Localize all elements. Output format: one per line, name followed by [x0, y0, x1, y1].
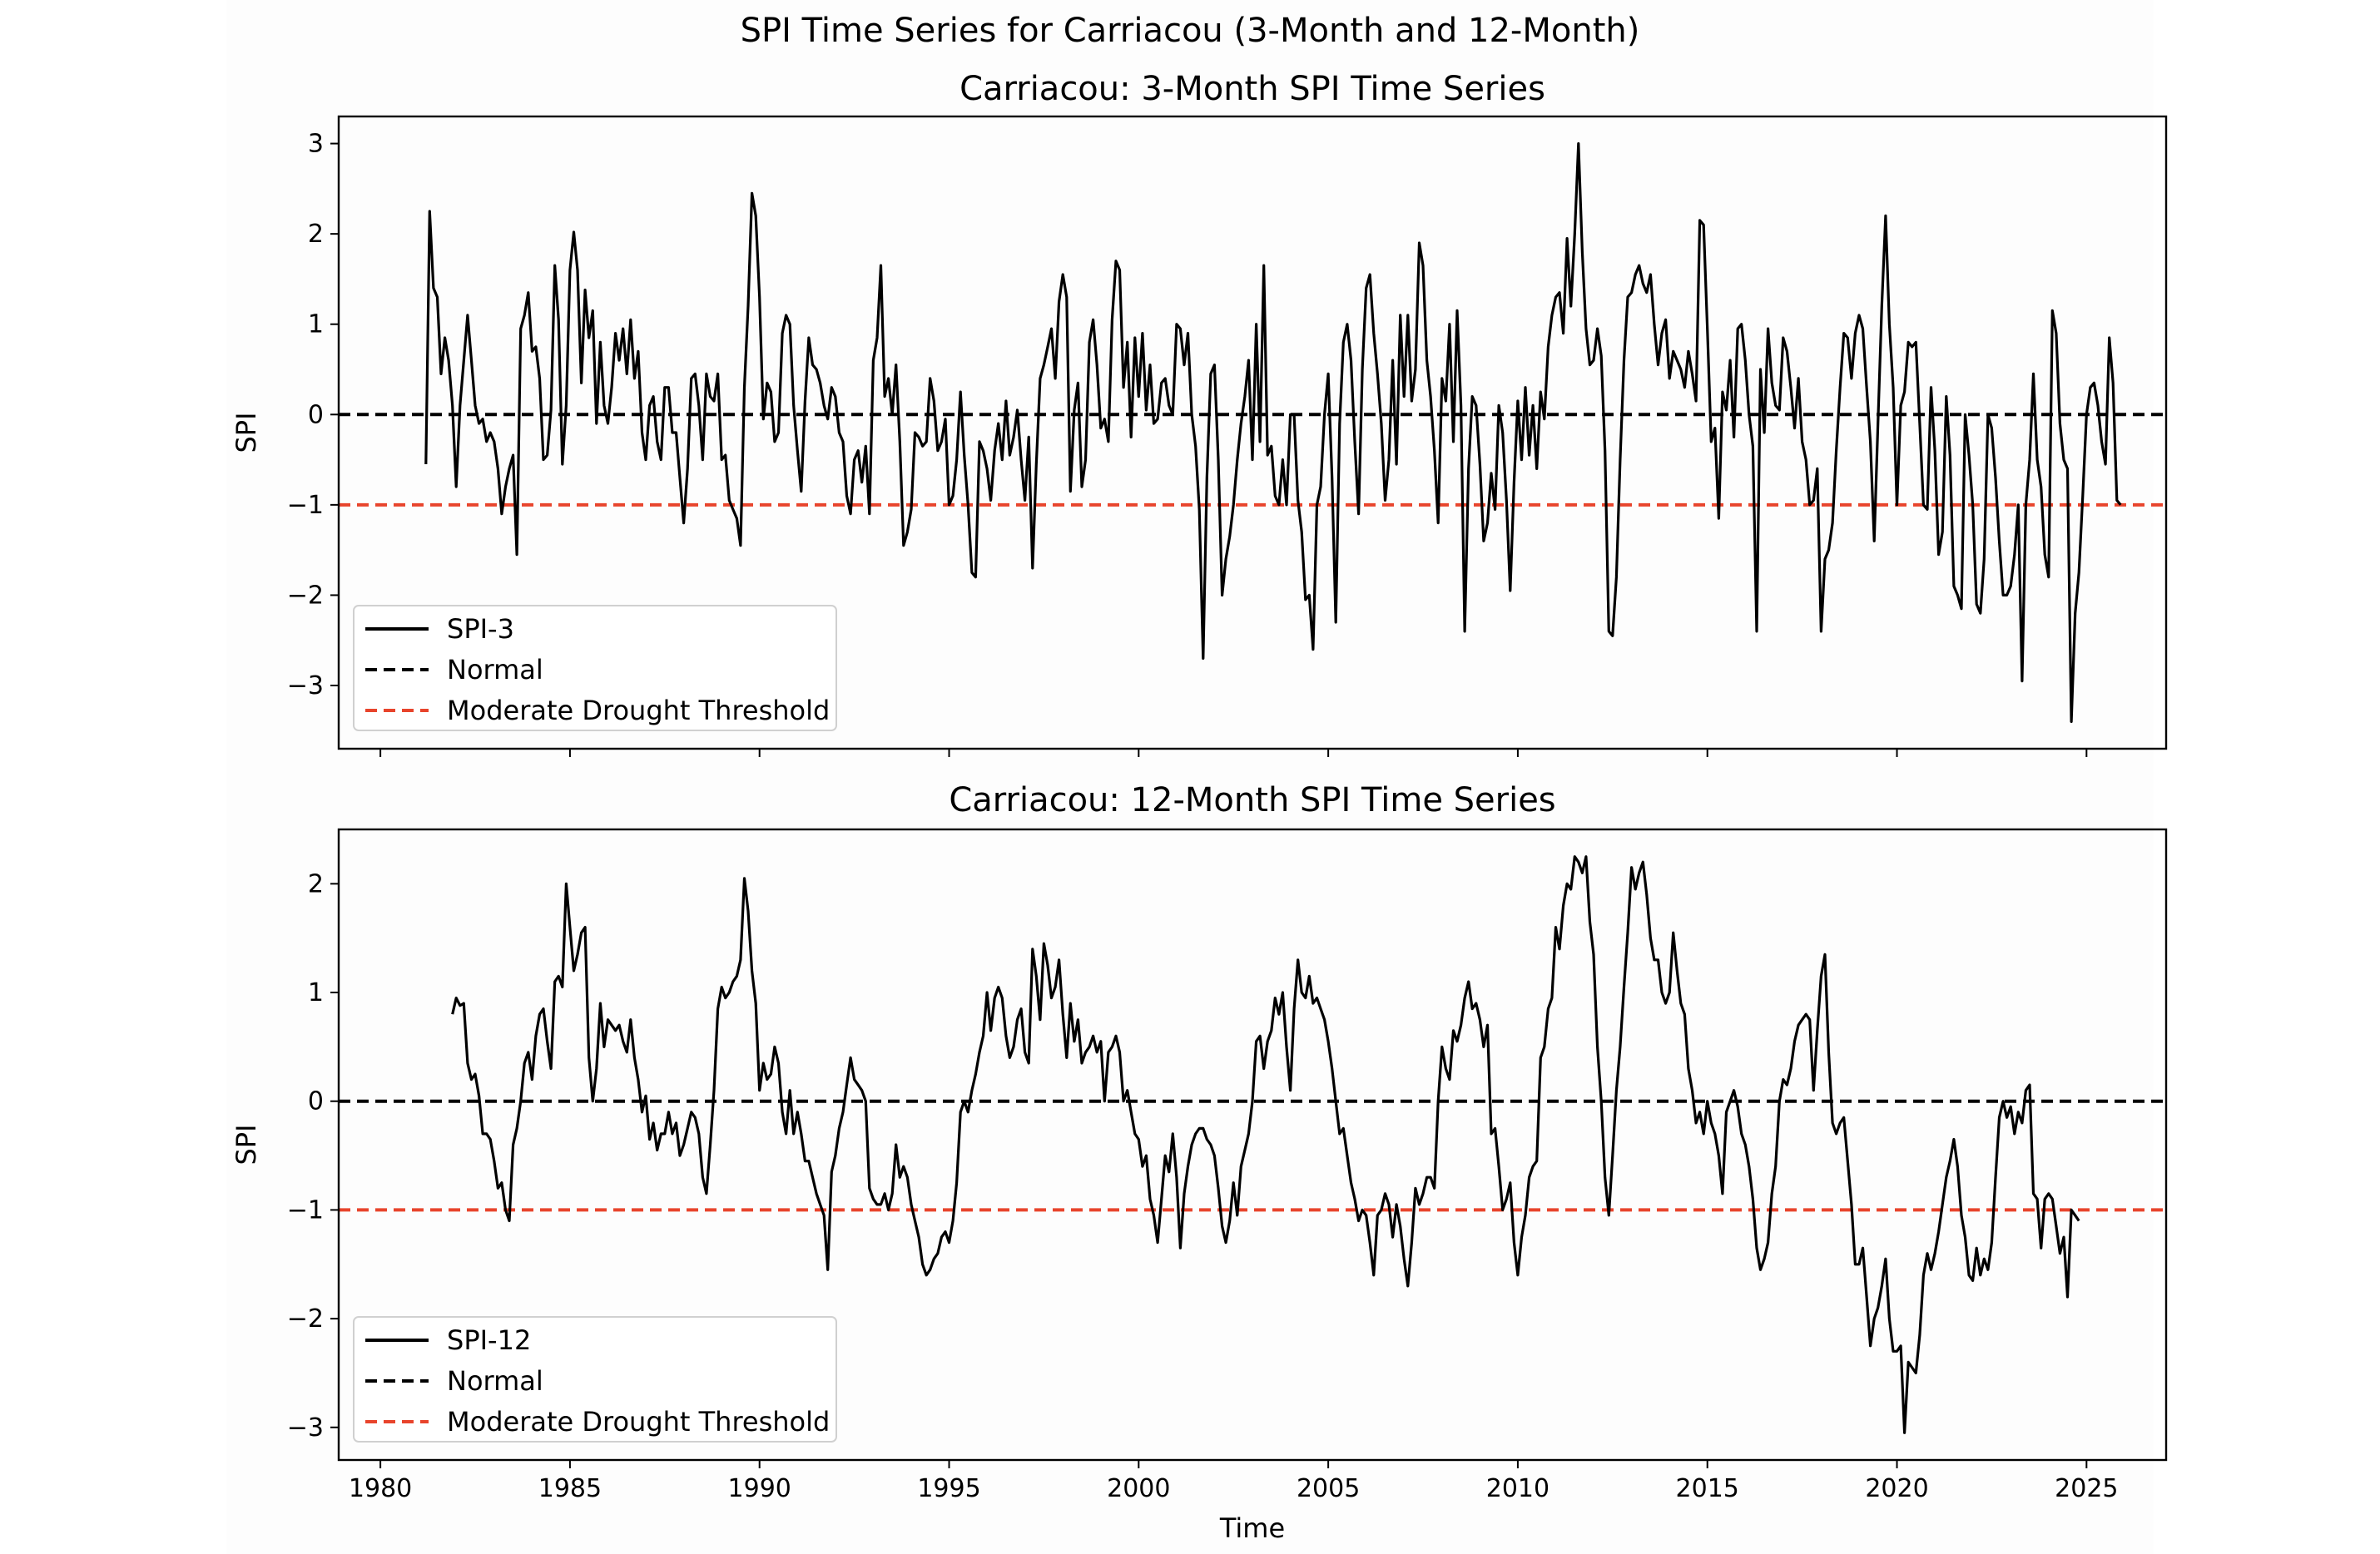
- x-tick-label: 2020: [1865, 1474, 1928, 1503]
- x-tick-label: 2015: [1676, 1474, 1739, 1503]
- figure-background: [226, 0, 2154, 1554]
- y-tick-label: 1: [308, 978, 324, 1007]
- y-tick-label: 0: [308, 400, 324, 429]
- series-line-spi-3: [424, 142, 2122, 723]
- chart-panel-1: Carriacou: 3-Month SPI Time Series −3 −2 −1…: [231, 70, 2168, 757]
- legend-label: Moderate Drought Threshold: [447, 1406, 830, 1438]
- y-axis-label: SPI: [231, 412, 262, 453]
- legend-label: Normal: [447, 1365, 543, 1397]
- x-tick-label: 1990: [728, 1474, 791, 1503]
- legend-label: SPI-12: [447, 1324, 531, 1356]
- y-tick-label: 2: [308, 869, 324, 898]
- x-tick-label: 2010: [1486, 1474, 1549, 1503]
- chart-panel-2: Carriacou: 12-Month SPI Time Series −3 −2 −…: [231, 781, 2168, 1544]
- axes-frame: [337, 115, 2168, 750]
- y-tick-label: 2: [308, 220, 324, 249]
- chart-panels: Carriacou: 3-Month SPI Time Series −3 −2 −1…: [231, 70, 2168, 1544]
- x-tick-label: 2025: [2055, 1474, 2118, 1503]
- y-tick-label: −3: [287, 671, 324, 700]
- y-tick-label: −3: [287, 1413, 324, 1443]
- x-tick-label: 1995: [917, 1474, 980, 1503]
- legend-label: Moderate Drought Threshold: [447, 695, 830, 726]
- panel-title: Carriacou: 12-Month SPI Time Series: [949, 781, 1555, 819]
- figure-suptitle: SPI Time Series for Carriacou (3-Month a…: [741, 12, 1640, 50]
- panel-title: Carriacou: 3-Month SPI Time Series: [959, 70, 1545, 108]
- axes-frame: [337, 828, 2168, 1462]
- legend-label: SPI-3: [447, 613, 514, 645]
- y-tick-label: −1: [287, 1195, 324, 1225]
- y-tick-label: −2: [287, 581, 324, 610]
- legend: SPI-3 Normal Moderate Drought Threshold: [353, 605, 837, 731]
- x-tick-label: 2000: [1107, 1474, 1170, 1503]
- x-axis-label: Time: [1219, 1512, 1285, 1544]
- y-tick-label: 0: [308, 1087, 324, 1116]
- series-line-spi-12: [451, 855, 2080, 1434]
- legend: SPI-12 Normal Moderate Drought Threshold: [353, 1316, 837, 1443]
- y-tick-label: 1: [308, 310, 324, 339]
- y-tick-label: 3: [308, 130, 324, 159]
- y-tick-label: −2: [287, 1304, 324, 1334]
- y-axis-label: SPI: [231, 1124, 262, 1165]
- x-tick-label: 1980: [349, 1474, 412, 1503]
- legend-label: Normal: [447, 654, 543, 685]
- x-tick-label: 2005: [1297, 1474, 1360, 1503]
- legend-box: [353, 605, 837, 731]
- x-tick-label: 1985: [538, 1474, 602, 1503]
- y-tick-label: −1: [287, 491, 324, 520]
- legend-box: [353, 1316, 837, 1443]
